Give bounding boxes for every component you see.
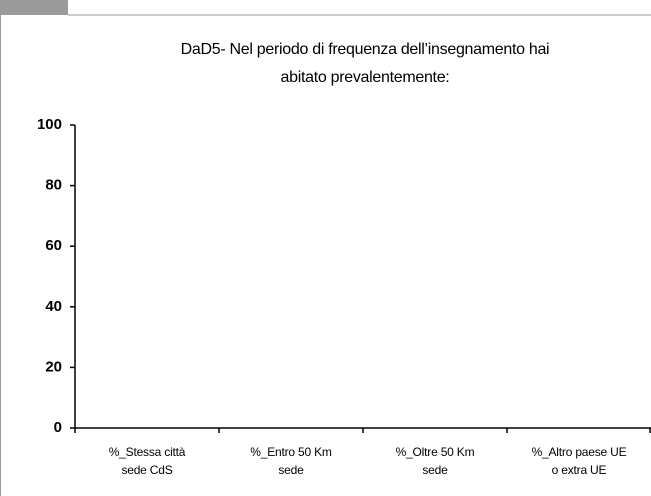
y-tick-label: 100 [37, 116, 62, 133]
y-tick-label: 60 [45, 237, 62, 254]
y-tick-label: 80 [45, 177, 62, 194]
tab [0, 0, 68, 15]
x-tick-label: %_Oltre 50 Km sede [395, 445, 475, 477]
y-tick-label: 0 [54, 419, 62, 436]
x-tick-label: %_Stessa città sede CdS [108, 445, 186, 477]
x-tick-label: %_Entro 50 Km sede [250, 445, 332, 477]
x-tick-label: %_Altro paese UE o extra UE [531, 445, 627, 477]
y-tick-label: 20 [45, 358, 62, 375]
y-tick-label: 40 [45, 298, 62, 315]
chart-title: DaD5- Nel periodo di frequenza dell’inse… [180, 41, 550, 86]
